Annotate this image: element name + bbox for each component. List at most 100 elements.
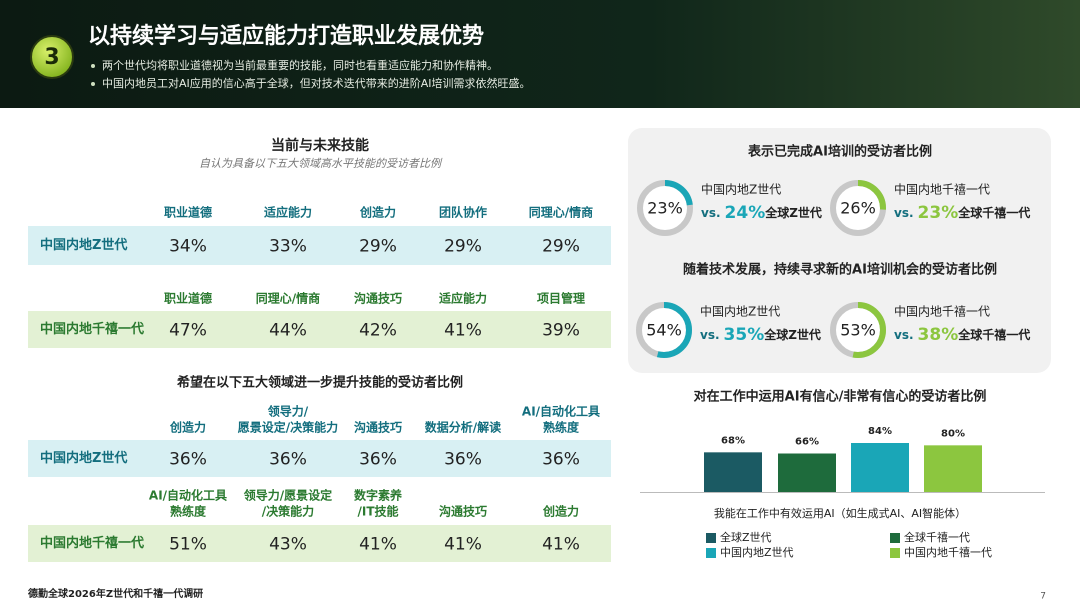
legend-label: 全球Z世代 (720, 530, 772, 544)
vs: vs. (701, 206, 721, 220)
page-title: 以持续学习与适应能力打造职业发展优势 (88, 23, 484, 49)
skill-label: 职业道德 (164, 205, 212, 220)
compare-name: 全球Z世代 (763, 327, 821, 342)
skill-value: 41% (359, 535, 397, 555)
section-title: 希望在以下五大领域进一步提升技能的受访者比例 (177, 375, 463, 391)
panel-title: 随着技术发展，持续寻求新的AI培训机会的受访者比例 (683, 262, 997, 278)
vs: vs. (894, 206, 914, 220)
donut-value: 54% (646, 321, 682, 340)
bar (704, 452, 762, 492)
row-band (28, 525, 611, 562)
category-label: 我能在工作中有效运用AI（如生成式AI、AI智能体） (714, 506, 966, 520)
skill-label: 创造力 (169, 420, 206, 435)
bar (778, 453, 836, 492)
skill-value: 29% (359, 237, 397, 257)
compare-name: 全球Z世代 (764, 205, 822, 220)
skill-value: 42% (359, 321, 397, 341)
vs: vs. (894, 328, 914, 342)
skill-label: 适应能力 (264, 205, 312, 220)
skill-label: /IT技能 (357, 504, 398, 519)
group-label: 中国内地Z世代 (40, 450, 127, 466)
compare-value: 24% (725, 203, 766, 223)
comparison: vs. 38%全球千禧一代 (894, 325, 1030, 345)
section-subtitle: 自认为具备以下五大领域高水平技能的受访者比例 (199, 157, 443, 170)
legend-swatch (890, 548, 900, 558)
skill-label: AI/自动化工具 (522, 404, 600, 419)
skill-value: 51% (169, 535, 207, 555)
donut-value: 26% (840, 199, 876, 218)
legend-swatch (706, 548, 716, 558)
skill-label: /决策能力 (262, 504, 314, 519)
row-band (28, 440, 611, 477)
donut-name: 中国内地千禧一代 (894, 304, 990, 319)
skill-value: 41% (542, 535, 580, 555)
skill-value: 36% (359, 450, 397, 470)
comparison: vs. 35%全球Z世代 (700, 325, 821, 345)
skill-label: 沟通技巧 (354, 291, 402, 306)
page-number: 7 (1040, 592, 1046, 602)
compare-name: 全球千禧一代 (957, 205, 1030, 220)
skill-value: 36% (169, 450, 207, 470)
section-number: 3 (44, 45, 59, 70)
skill-value: 36% (269, 450, 307, 470)
skill-value: 39% (542, 321, 580, 341)
bar-label: 66% (795, 437, 819, 448)
skill-label: 同理心/情商 (529, 205, 593, 220)
skill-value: 43% (269, 535, 307, 555)
training-panel (628, 128, 1051, 373)
skill-label: 职业道德 (164, 291, 212, 306)
bar-label: 80% (941, 428, 965, 439)
section-title: 当前与未来技能 (271, 137, 369, 154)
bar-label: 84% (868, 426, 892, 437)
skill-value: 47% (169, 321, 207, 341)
compare-value: 23% (918, 203, 959, 223)
donut-value: 53% (840, 321, 876, 340)
bullet-dot (91, 82, 95, 86)
panel-title: 表示已完成AI培训的受访者比例 (747, 144, 932, 160)
skill-label: 沟通技巧 (354, 420, 402, 435)
skill-label: 熟练度 (543, 420, 580, 435)
donut-arc (637, 180, 693, 236)
skill-label: 数字素养 (354, 488, 402, 503)
skill-label: 创造力 (542, 504, 579, 519)
bar (851, 443, 909, 492)
skill-label: 熟练度 (170, 504, 207, 519)
donut-arc (636, 302, 692, 358)
skill-label: 领导力/愿景设定 (244, 488, 332, 503)
skill-value: 36% (444, 450, 482, 470)
skill-value: 33% (269, 237, 307, 257)
bullet: 中国内地员工对AI应用的信心高于全球，但对技术迭代带来的进阶AI培训需求依然旺盛… (102, 76, 531, 90)
donut-name: 中国内地千禧一代 (894, 182, 990, 197)
skill-value: 41% (444, 535, 482, 555)
skill-value: 36% (542, 450, 580, 470)
skill-label: 项目管理 (537, 291, 585, 306)
bar (924, 445, 982, 492)
bar-label: 68% (721, 435, 745, 446)
skill-label: 适应能力 (439, 291, 487, 306)
skill-label: 领导力/ (268, 404, 309, 419)
skill-value: 41% (444, 321, 482, 341)
donut-arc (830, 302, 886, 358)
group-label: 中国内地千禧一代 (40, 535, 144, 551)
group-label: 中国内地千禧一代 (40, 321, 144, 337)
legend-swatch (890, 533, 900, 543)
source: 德勤全球2026年Z世代和千禧一代调研 (27, 587, 203, 600)
legend-swatch (706, 533, 716, 543)
vs: vs. (700, 328, 720, 342)
skill-label: 团队协作 (439, 205, 487, 220)
skill-label: 创造力 (359, 205, 396, 220)
skill-value: 34% (169, 237, 207, 257)
legend-label: 中国内地Z世代 (720, 545, 794, 559)
bullet-dot (91, 64, 95, 68)
donut-arc (830, 180, 886, 236)
row-band (28, 226, 611, 265)
compare-value: 38% (918, 325, 959, 345)
chart-title: 对在工作中运用AI有信心/非常有信心的受访者比例 (694, 389, 987, 405)
compare-name: 全球千禧一代 (957, 327, 1030, 342)
skill-value: 29% (444, 237, 482, 257)
bullet: 两个世代均将职业道德视为当前最重要的技能，同时也看重适应能力和协作精神。 (102, 58, 498, 72)
comparison: vs. 23%全球千禧一代 (894, 203, 1030, 223)
skill-label: 数据分析/解读 (425, 420, 501, 435)
donut-name: 中国内地Z世代 (701, 182, 781, 197)
